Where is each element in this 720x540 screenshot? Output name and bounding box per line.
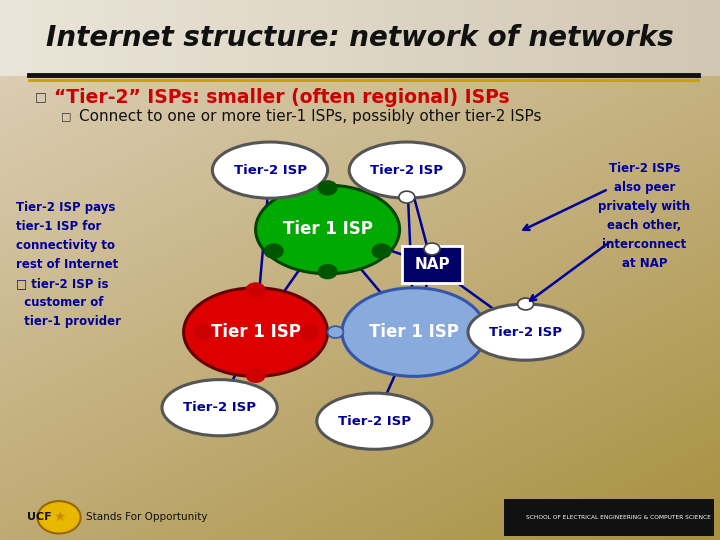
- Text: Internet structure: network of networks: Internet structure: network of networks: [46, 24, 674, 52]
- Text: Tier-2 ISP: Tier-2 ISP: [183, 401, 256, 414]
- FancyBboxPatch shape: [504, 499, 714, 536]
- Circle shape: [318, 265, 337, 279]
- Circle shape: [264, 244, 283, 258]
- Text: “Tier-2” ISPs: smaller (often regional) ISPs: “Tier-2” ISPs: smaller (often regional) …: [54, 87, 510, 107]
- Circle shape: [372, 244, 391, 258]
- Ellipse shape: [212, 142, 328, 198]
- Ellipse shape: [184, 288, 328, 376]
- Text: NAP: NAP: [414, 257, 450, 272]
- Text: SCHOOL OF ELECTRICAL ENGINEERING & COMPUTER SCIENCE: SCHOOL OF ELECTRICAL ENGINEERING & COMPU…: [526, 515, 711, 520]
- Circle shape: [194, 325, 212, 339]
- Circle shape: [318, 181, 337, 195]
- Text: Stands For Opportunity: Stands For Opportunity: [86, 512, 208, 522]
- Text: Tier 1 ISP: Tier 1 ISP: [369, 323, 459, 341]
- Ellipse shape: [256, 185, 400, 274]
- Ellipse shape: [349, 142, 464, 198]
- Circle shape: [246, 283, 265, 297]
- Ellipse shape: [317, 393, 432, 449]
- Ellipse shape: [342, 288, 486, 376]
- Text: Connect to one or more tier-1 ISPs, possibly other tier-2 ISPs: Connect to one or more tier-1 ISPs, poss…: [79, 109, 541, 124]
- Text: □: □: [61, 111, 72, 121]
- Ellipse shape: [468, 304, 583, 360]
- Text: Tier-2 ISP: Tier-2 ISP: [370, 164, 444, 177]
- Text: Tier 1 ISP: Tier 1 ISP: [283, 220, 372, 239]
- Circle shape: [424, 243, 440, 255]
- Circle shape: [399, 191, 415, 203]
- Text: Tier-2 ISP: Tier-2 ISP: [489, 326, 562, 339]
- Text: UCF: UCF: [27, 512, 52, 522]
- Text: Tier-2 ISPs
also peer
privately with
each other,
interconnect
at NAP: Tier-2 ISPs also peer privately with eac…: [598, 162, 690, 270]
- Circle shape: [328, 326, 343, 338]
- Text: □: □: [35, 91, 46, 104]
- Text: ★: ★: [53, 510, 66, 524]
- Circle shape: [37, 501, 81, 534]
- Text: Tier-2 ISP: Tier-2 ISP: [233, 164, 307, 177]
- Circle shape: [300, 325, 319, 339]
- Text: Tier 1 ISP: Tier 1 ISP: [211, 323, 300, 341]
- Text: Tier-2 ISP pays
tier-1 ISP for
connectivity to
rest of Internet
□ tier-2 ISP is
: Tier-2 ISP pays tier-1 ISP for connectiv…: [16, 201, 121, 328]
- Circle shape: [246, 368, 265, 382]
- FancyBboxPatch shape: [402, 246, 462, 283]
- Circle shape: [518, 298, 534, 310]
- Text: Tier-2 ISP: Tier-2 ISP: [338, 415, 411, 428]
- Ellipse shape: [162, 380, 277, 436]
